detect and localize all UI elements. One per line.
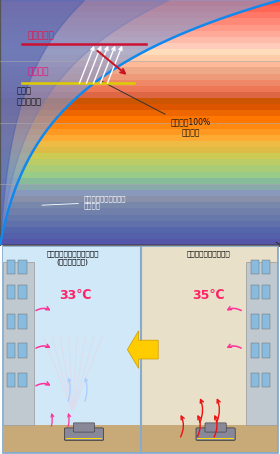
Bar [0, 165, 280, 172]
Bar [0, 6, 280, 12]
Bar [0, 153, 280, 159]
Bar [0, 116, 280, 123]
Bar [262, 343, 270, 358]
Bar [0, 172, 280, 178]
Bar [0, 178, 280, 184]
Text: 33℃: 33℃ [59, 289, 92, 302]
Text: ヒートアイランド現象: ヒートアイランド現象 [187, 251, 230, 257]
Bar [0, 55, 280, 61]
Bar [7, 314, 15, 329]
Bar [0, 92, 280, 98]
Bar [0, 49, 280, 55]
Bar [0, 86, 280, 92]
Bar [0, 98, 280, 104]
Bar [0, 190, 280, 196]
Bar [0, 110, 280, 116]
Text: ドライミスト蒸散システム
(現代の打ち水): ドライミスト蒸散システム (現代の打ち水) [46, 251, 99, 265]
Bar [141, 247, 277, 452]
Bar [0, 37, 280, 43]
Bar [0, 0, 280, 6]
Bar [246, 262, 277, 425]
Bar [0, 74, 280, 80]
Bar [0, 227, 280, 233]
Bar [18, 285, 27, 300]
Text: ミストを吹いたときの
計測結果: ミストを吹いたときの 計測結果 [42, 195, 127, 209]
Bar [251, 285, 259, 300]
Bar [18, 260, 27, 274]
FancyBboxPatch shape [64, 428, 104, 440]
Bar [262, 285, 270, 300]
Bar [0, 215, 280, 221]
FancyBboxPatch shape [73, 423, 95, 432]
Bar [0, 18, 280, 25]
Bar [251, 314, 259, 329]
Bar [7, 373, 15, 387]
FancyBboxPatch shape [205, 423, 226, 432]
Bar [0, 30, 280, 37]
Bar [262, 314, 270, 329]
Text: 35℃: 35℃ [192, 289, 225, 302]
Bar [0, 239, 280, 245]
Bar [0, 202, 280, 208]
Bar [18, 373, 27, 387]
Bar [0, 221, 280, 227]
Bar [0, 233, 280, 239]
Bar [0, 61, 280, 67]
Polygon shape [127, 331, 158, 368]
Bar [262, 260, 270, 274]
Bar [18, 314, 27, 329]
Bar [0, 43, 280, 49]
Bar [0, 79, 280, 86]
Bar [0, 128, 280, 135]
FancyBboxPatch shape [3, 247, 277, 452]
Bar [7, 343, 15, 358]
Text: 相対湿度100%
のライン: 相対湿度100% のライン [101, 81, 211, 137]
Bar [0, 12, 280, 18]
Bar [0, 104, 280, 110]
Bar [262, 373, 270, 387]
Bar [251, 373, 259, 387]
Bar [7, 260, 15, 274]
Bar [251, 260, 259, 274]
Bar [66, 438, 102, 439]
Bar [0, 135, 280, 141]
Bar [0, 159, 280, 165]
Bar [0, 141, 280, 147]
Bar [3, 425, 141, 452]
Bar [0, 147, 280, 153]
Text: 空気中の水蒸気の量: 空気中の水蒸気の量 [114, 260, 166, 270]
Bar [0, 208, 280, 215]
Bar [7, 285, 15, 300]
Bar [0, 184, 280, 190]
Bar [3, 262, 34, 425]
Bar [3, 247, 141, 452]
FancyBboxPatch shape [196, 428, 235, 440]
Bar [141, 425, 277, 452]
Text: 暑くも
寒くもない: 暑くも 寒くもない [17, 86, 42, 106]
Bar [0, 25, 280, 30]
Text: とても暑い: とても暑い [28, 31, 55, 40]
Text: 少し暑い: 少し暑い [28, 68, 50, 77]
Bar [251, 343, 259, 358]
Bar [0, 67, 280, 74]
Bar [0, 196, 280, 202]
Bar [197, 438, 234, 439]
Bar [18, 343, 27, 358]
Bar [0, 123, 280, 129]
